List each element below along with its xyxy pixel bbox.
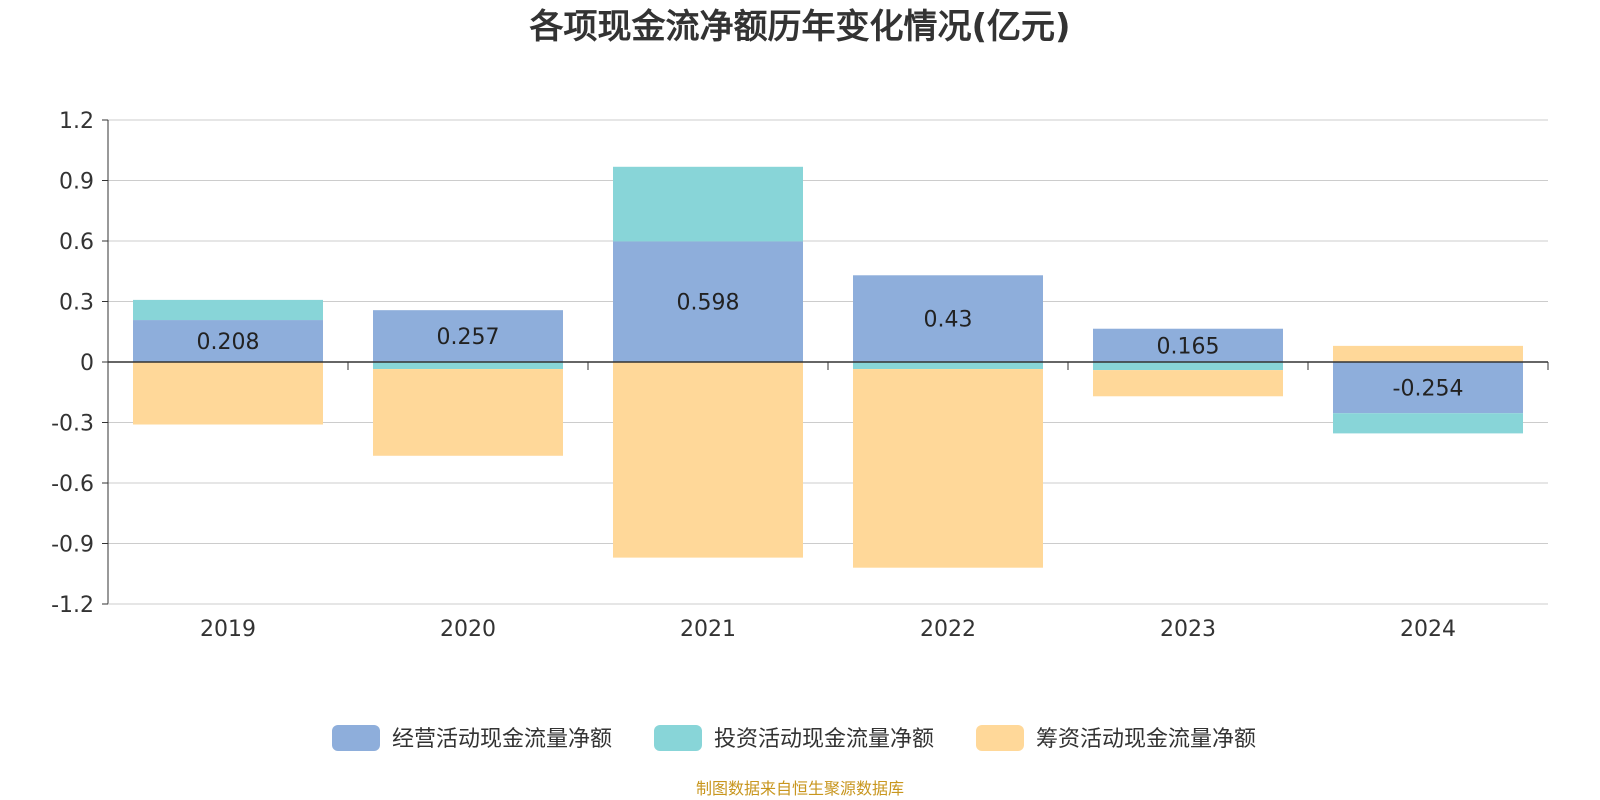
chart-title: 各项现金流净额历年变化情况(亿元) xyxy=(529,7,1070,47)
y-tick-label: -0.9 xyxy=(51,533,94,558)
bar-series2-2022 xyxy=(853,362,1043,370)
bar-series2-2020 xyxy=(373,362,563,370)
x-axis: 2019 2020 2021 2022 2023 2024 xyxy=(107,361,1549,642)
source-note: 制图数据来自恒生聚源数据库 xyxy=(696,779,904,798)
bar-value-label: 0.165 xyxy=(1157,334,1220,359)
bar-series3-2023 xyxy=(1093,370,1283,397)
x-tick-label: 2022 xyxy=(920,617,976,642)
y-axis: 1.2 0.9 0.6 0.3 0 -0.3 -0.6 -0.9 -1.2 xyxy=(51,109,109,618)
x-tick-label: 2021 xyxy=(680,617,736,642)
x-tick-label: 2024 xyxy=(1400,617,1456,642)
bars xyxy=(133,166,1523,568)
bar-series1-2021 xyxy=(613,241,803,362)
bar-labels: 0.208 0.257 0.598 0.43 0.165 -0.254 xyxy=(197,291,1464,402)
y-tick-label: 0.6 xyxy=(59,230,94,255)
legend-swatch xyxy=(654,725,702,751)
bar-series1-2024 xyxy=(1333,362,1523,414)
x-tick-label: 2020 xyxy=(440,617,496,642)
x-tick-label: 2023 xyxy=(1160,617,1216,642)
legend-label: 投资活动现金流量净额 xyxy=(714,727,934,752)
y-tick-label: 0.9 xyxy=(59,170,94,195)
bar-value-label: 0.43 xyxy=(924,308,973,333)
bar-series2-2019 xyxy=(133,299,323,321)
y-tick-label: -0.6 xyxy=(51,472,94,497)
y-tick-label: 0.3 xyxy=(59,291,94,316)
bar-series1-2022 xyxy=(853,275,1043,362)
legend-swatch xyxy=(332,725,380,751)
bar-value-label: 0.598 xyxy=(677,291,740,316)
bar-series3-2020 xyxy=(373,369,563,456)
y-tick-label: 0 xyxy=(80,351,94,376)
legend: 经营活动现金流量净额 投资活动现金流量净额 筹资活动现金流量净额 xyxy=(332,725,1256,752)
bar-value-label: 0.257 xyxy=(437,325,500,350)
bar-series2-2023 xyxy=(1093,362,1283,371)
bar-series2-2021 xyxy=(613,166,803,242)
grid xyxy=(108,119,1548,605)
bar-series3-2019 xyxy=(133,362,323,425)
bar-series2-2024 xyxy=(1333,413,1523,434)
bar-series3-2021 xyxy=(613,362,803,558)
bar-value-label: -0.254 xyxy=(1393,377,1464,402)
x-tick-label: 2019 xyxy=(200,617,256,642)
y-tick-label: -0.3 xyxy=(51,412,94,437)
y-tick-label: 1.2 xyxy=(59,109,94,134)
legend-swatch xyxy=(976,725,1024,751)
legend-label: 筹资活动现金流量净额 xyxy=(1036,727,1256,752)
bar-series3-2022 xyxy=(853,369,1043,568)
bar-series1-2019 xyxy=(133,320,323,362)
y-tick-label: -1.2 xyxy=(51,593,94,618)
bar-series1-2023 xyxy=(1093,328,1283,362)
legend-label: 经营活动现金流量净额 xyxy=(392,727,612,752)
bar-value-label: 0.208 xyxy=(197,330,260,355)
bar-series3-2024 xyxy=(1333,345,1523,362)
bar-series1-2020 xyxy=(373,310,563,362)
